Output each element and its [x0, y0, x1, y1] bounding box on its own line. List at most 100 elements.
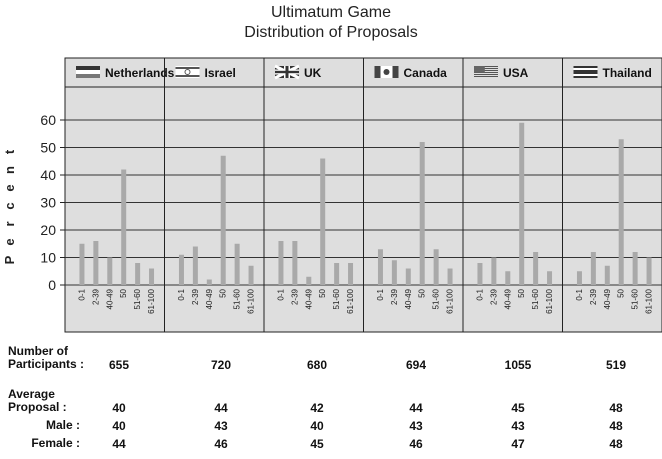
- x-tick-label: 51-60: [133, 288, 142, 309]
- bar: [348, 263, 354, 285]
- x-tick-label: 61-100: [147, 288, 156, 313]
- x-tick-label: 61-100: [545, 288, 554, 313]
- average-value: 40: [112, 401, 126, 415]
- bar: [519, 122, 525, 285]
- x-tick-label: 61-100: [247, 288, 256, 313]
- x-tick-label: 40-49: [205, 288, 214, 309]
- bar: [632, 252, 638, 285]
- participants-value: 655: [108, 358, 130, 372]
- bar: [93, 241, 99, 285]
- participants-value: 519: [605, 358, 627, 372]
- y-tick-label: 60: [40, 112, 56, 128]
- male-value: 43: [214, 419, 228, 433]
- bar: [447, 268, 453, 285]
- x-tick-label: 2-39: [489, 288, 498, 305]
- x-tick-label: 0-1: [575, 288, 584, 300]
- female-value: 47: [511, 437, 525, 451]
- panel-country-label: Netherlands: [105, 66, 175, 80]
- x-tick-label: 50: [219, 288, 228, 297]
- israel-flag-icon: [175, 66, 200, 78]
- female-value: 45: [310, 437, 324, 451]
- participants-label-line2: Participants :: [8, 357, 85, 371]
- y-tick-label: 10: [40, 250, 56, 266]
- x-tick-label: 2-39: [390, 288, 399, 305]
- average-value: 42: [310, 401, 324, 415]
- netherlands-flag-icon: [76, 66, 100, 78]
- x-tick-label: 51-60: [531, 288, 540, 309]
- bar: [206, 279, 212, 285]
- bar: [576, 271, 582, 285]
- x-tick-label: 0-1: [77, 288, 86, 300]
- y-tick-label: 20: [40, 222, 56, 238]
- x-tick-label: 0-1: [376, 288, 385, 300]
- uk-flag-icon: [274, 64, 300, 80]
- male-value: 43: [409, 419, 423, 433]
- y-axis-label-letter: t: [2, 149, 17, 154]
- bar: [248, 265, 254, 285]
- male-value: 43: [511, 419, 525, 433]
- bar: [121, 169, 127, 285]
- x-tick-label: 50: [617, 288, 626, 297]
- x-tick-label: 51-60: [631, 288, 640, 309]
- bar: [491, 257, 497, 285]
- bar: [278, 241, 284, 285]
- bar: [192, 246, 198, 285]
- participants-value: 694: [405, 358, 427, 372]
- x-tick-label: 50: [119, 288, 128, 297]
- participants-label-line1: Number of: [8, 344, 68, 358]
- male-label: Male :: [45, 418, 80, 432]
- bar: [477, 263, 483, 285]
- x-tick-label: 51-60: [233, 288, 242, 309]
- usa-flag-icon: [474, 66, 498, 77]
- male-value: 40: [112, 419, 126, 433]
- bar: [604, 265, 610, 285]
- panel-country-label: Thailand: [603, 66, 652, 80]
- x-tick-label: 0-1: [276, 288, 285, 300]
- bar: [547, 271, 553, 285]
- x-tick-label: 2-39: [191, 288, 200, 305]
- x-tick-label: 40-49: [105, 288, 114, 309]
- female-value: 44: [112, 437, 126, 451]
- bar: [618, 139, 624, 285]
- x-tick-label: 50: [318, 288, 327, 297]
- y-axis-label-letter: e: [2, 238, 17, 245]
- chart-subtitle: Distribution of Proposals: [244, 24, 418, 41]
- female-label: Female :: [31, 436, 80, 450]
- panel-country-label: Canada: [404, 66, 448, 80]
- canada-flag-icon: [374, 66, 399, 78]
- bar: [505, 271, 511, 285]
- participants-value: 720: [210, 358, 232, 372]
- bar: [220, 155, 226, 285]
- y-tick-label: 0: [48, 277, 56, 293]
- panel-country-label: USA: [503, 66, 529, 80]
- x-tick-label: 50: [517, 288, 526, 297]
- female-value: 48: [609, 437, 623, 451]
- x-tick-label: 50: [418, 288, 427, 297]
- average-label-line1: Average: [8, 387, 55, 401]
- female-value: 46: [409, 437, 423, 451]
- average-value: 44: [409, 401, 423, 415]
- bar: [79, 243, 85, 285]
- bar: [405, 268, 411, 285]
- bar: [590, 252, 596, 285]
- male-value: 48: [609, 419, 623, 433]
- bar: [646, 257, 652, 285]
- average-value: 44: [214, 401, 228, 415]
- y-axis-label-letter: P: [2, 255, 17, 264]
- x-tick-label: 0-1: [177, 288, 186, 300]
- bar: [419, 142, 425, 285]
- panel-country-label: Israel: [205, 66, 236, 80]
- chart-title: Ultimatum Game: [270, 4, 392, 21]
- x-tick-label: 40-49: [603, 288, 612, 309]
- y-tick-label: 40: [40, 167, 56, 183]
- x-tick-label: 2-39: [91, 288, 100, 305]
- panel-country-label: UK: [304, 66, 322, 80]
- participants-value: 1055: [504, 358, 532, 372]
- bar: [149, 268, 155, 285]
- bar: [178, 254, 184, 285]
- x-tick-label: 61-100: [446, 288, 455, 313]
- x-tick-label: 40-49: [404, 288, 413, 309]
- y-axis-label-letter: n: [2, 166, 17, 174]
- bar: [320, 158, 326, 285]
- bar: [292, 241, 298, 285]
